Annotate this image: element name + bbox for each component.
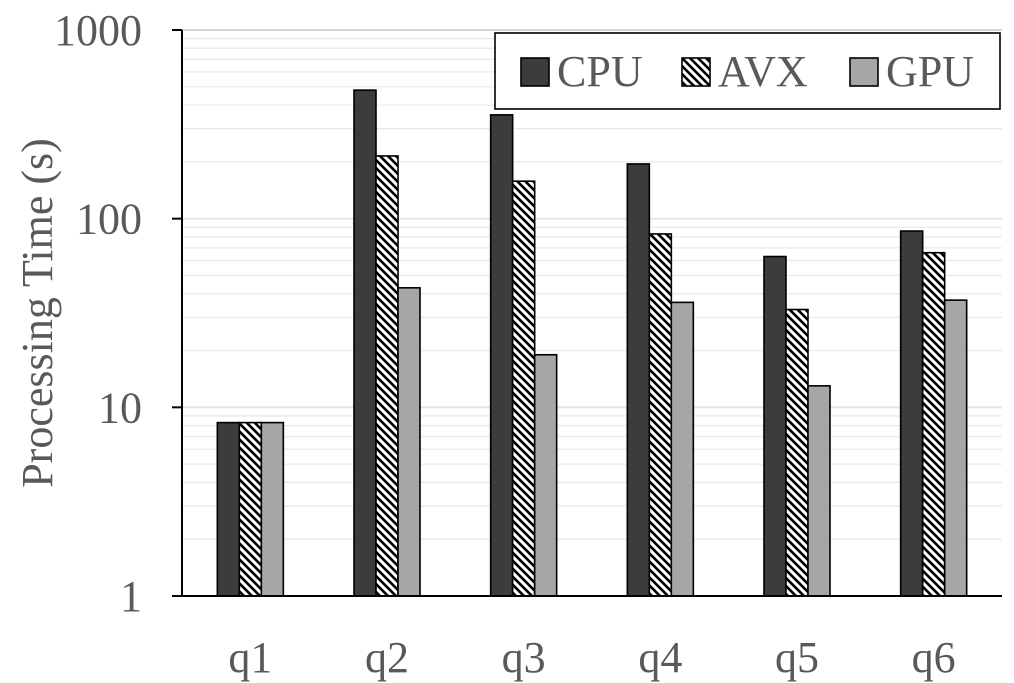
y-tick-label: 100 — [76, 195, 142, 244]
y-tick-label: 10 — [98, 383, 142, 432]
legend-label-avx: AVX — [718, 47, 808, 96]
x-tick-label: q1 — [228, 633, 272, 682]
bar-cpu-q2 — [353, 89, 377, 597]
bar-cpu-q5 — [763, 255, 787, 597]
x-tick-label: q4 — [638, 633, 682, 682]
x-tick-label: q6 — [912, 633, 956, 682]
bar-cpu-q4 — [626, 163, 651, 597]
legend-swatch-gpu — [849, 57, 879, 87]
legend-swatch-avx — [681, 57, 711, 87]
bar-avx-q2 — [375, 155, 399, 597]
y-tick-label: 1000 — [54, 6, 142, 55]
bars — [216, 89, 968, 597]
legend-box — [494, 32, 1001, 110]
legend-swatch-cpu — [520, 57, 550, 87]
bar-avx-q3 — [511, 180, 536, 597]
bar-cpu-q6 — [899, 230, 924, 597]
bar-avx-q6 — [921, 251, 946, 597]
x-axis-tick-labels: q1 q2 q3 q4 q5 q6 — [228, 633, 955, 682]
bar-gpu-q4 — [670, 301, 695, 597]
y-tick-label: 1 — [120, 572, 142, 621]
bar-gpu-q1 — [260, 421, 285, 597]
bar-avx-q5 — [785, 308, 809, 597]
bar-gpu-q5 — [807, 385, 831, 597]
legend: CPU AVX GPU — [494, 32, 1001, 110]
x-tick-label: q2 — [365, 633, 409, 682]
y-axis-ticks: 1 10 100 1000 — [54, 6, 182, 621]
legend-label-cpu: CPU — [557, 47, 643, 96]
bar-gpu-q2 — [397, 287, 421, 597]
bar-gpu-q3 — [533, 353, 558, 597]
x-tick-label: q5 — [775, 633, 819, 682]
bar-gpu-q6 — [943, 299, 968, 597]
x-tick-label: q3 — [502, 633, 546, 682]
bar-cpu-q1 — [216, 421, 241, 597]
legend-label-gpu: GPU — [886, 47, 974, 96]
bar-avx-q4 — [648, 233, 673, 597]
bar-cpu-q3 — [489, 114, 514, 597]
y-axis-title: Processing Time (s) — [13, 138, 62, 488]
bar-avx-q1 — [238, 421, 263, 597]
